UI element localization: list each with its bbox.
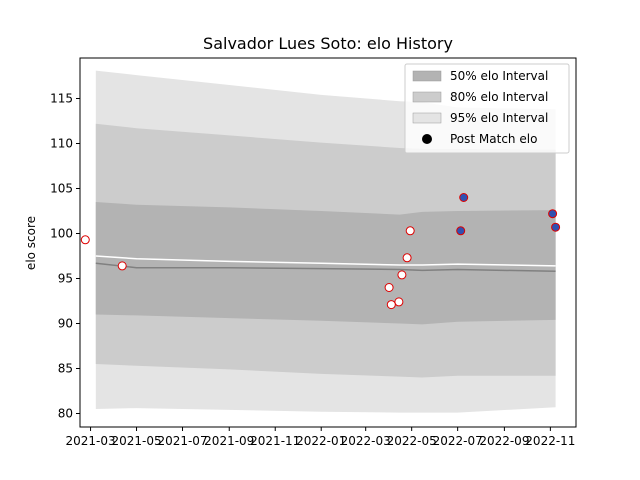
x-tick-label: 2021-05 [111, 434, 161, 448]
y-tick-label: 105 [50, 182, 73, 196]
x-tick-label: 2021-11 [250, 434, 300, 448]
data-point-1-3 [551, 222, 561, 232]
data-point-0-4 [394, 297, 404, 307]
x-tick-label: 2022-03 [341, 434, 391, 448]
data-point-1-0 [456, 226, 466, 236]
y-axis-label: elo score [24, 216, 38, 270]
data-point-0-6 [402, 253, 412, 263]
data-point-1-2 [548, 209, 558, 219]
data-point-0-0 [80, 235, 90, 245]
x-tick-label: 2021-09 [204, 434, 254, 448]
legend-label-3: Post Match elo [450, 132, 537, 146]
plot-area: 808590951001051101152021-032021-052021-0… [50, 57, 577, 448]
x-tick-label: 2022-07 [433, 434, 483, 448]
x-tick-label: 2021-07 [157, 434, 207, 448]
y-tick-label: 100 [50, 227, 73, 241]
y-tick-label: 115 [50, 92, 73, 106]
y-tick-label: 110 [50, 137, 73, 151]
legend-label-2: 95% elo Interval [450, 111, 548, 125]
mean-line [95, 255, 556, 267]
y-tick-label: 80 [58, 407, 73, 421]
y-tick-label: 90 [58, 317, 73, 331]
data-point-0-3 [386, 300, 396, 310]
y-tick-label: 95 [58, 272, 73, 286]
legend-swatch-1 [412, 91, 442, 103]
data-point-0-1 [117, 261, 127, 271]
legend-marker-3 [422, 134, 432, 144]
legend: 50% elo Interval 80% elo Interval 95% elo … [404, 63, 570, 154]
data-point-1-1 [459, 193, 469, 202]
x-tick-label: 2022-11 [525, 434, 575, 448]
y-tick-label: 85 [58, 362, 73, 376]
legend-label-1: 80% elo Interval [450, 90, 548, 104]
x-tick-label: 2021-03 [65, 434, 115, 448]
legend-swatch-2 [412, 112, 442, 124]
data-point-0-5 [397, 270, 407, 280]
data-point-0-2 [384, 283, 394, 292]
chart-title: Salvador Lues Soto: elo History [203, 34, 453, 53]
legend-box [404, 63, 570, 154]
data-point-0-7 [405, 226, 415, 236]
axes-frame [79, 57, 577, 428]
x-tick-label: 2022-09 [479, 434, 529, 448]
x-tick-label: 2022-05 [387, 434, 437, 448]
legend-swatch-0 [412, 70, 442, 82]
legend-label-0: 50% elo Interval [450, 69, 548, 83]
x-tick-label: 2022-01 [296, 434, 346, 448]
median-line [95, 262, 556, 273]
